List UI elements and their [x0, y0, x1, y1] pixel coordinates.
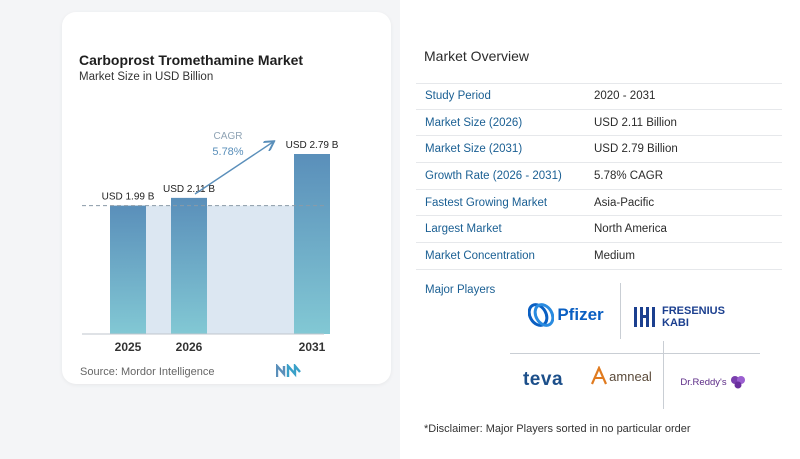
- cagr-label: CAGR: [214, 131, 243, 142]
- bar-2026: [171, 197, 207, 334]
- row-value: USD 2.11 Billion: [594, 116, 677, 129]
- amneal-icon: [591, 366, 608, 385]
- divider: [510, 353, 760, 354]
- row-value: North America: [594, 223, 667, 236]
- row-key: Market Concentration: [425, 249, 535, 262]
- major-players-grid: Pfizer FRESENIUS KABI teva amneal: [510, 283, 760, 409]
- chart-subtitle: Market Size in USD Billion: [79, 71, 214, 83]
- x-tick-2025: 2025: [115, 340, 142, 354]
- drreddys-logo: Dr.Reddy's: [668, 367, 758, 397]
- row-key: Fastest Growing Market: [425, 196, 548, 209]
- row-key: Market Size (2026): [425, 116, 523, 129]
- row-key: Market Size (2031): [425, 143, 523, 156]
- market-overview-panel: Market Overview Study Period 2020 - 2031 …: [400, 0, 800, 459]
- highlight-band: [128, 205, 312, 334]
- fresenius-icon: [634, 307, 655, 327]
- pfizer-logo: Pfizer: [516, 297, 616, 333]
- row-value: 2020 - 2031: [594, 90, 656, 103]
- row-value: Medium: [594, 249, 635, 262]
- data-label-2031: USD 2.79 B: [286, 140, 339, 151]
- x-tick-2031: 2031: [299, 340, 326, 354]
- table-row: Market Size (2026) USD 2.11 Billion: [416, 110, 782, 137]
- row-key: Study Period: [425, 90, 491, 103]
- row-key: Growth Rate (2026 - 2031): [425, 169, 562, 182]
- pfizer-icon: [528, 303, 555, 327]
- bar-chart: USD 1.99 B 2025 USD 2.11 B 2026 USD 2.79 B 20…: [82, 131, 339, 354]
- chart-card: Carboprost Tromethamine Market Market Si…: [62, 12, 391, 384]
- overview-title: Market Overview: [424, 48, 530, 64]
- fresenius-wordmark-1: FRESENIUS: [662, 305, 725, 317]
- row-value: USD 2.79 Billion: [594, 143, 678, 156]
- cagr-value: 5.78%: [212, 146, 243, 158]
- bar-2025: [110, 205, 146, 334]
- row-value: 5.78% CAGR: [594, 169, 664, 182]
- table-row: Market Size (2031) USD 2.79 Billion: [416, 136, 782, 164]
- overview-table: Study Period 2020 - 2031 Market Size (202…: [416, 83, 782, 270]
- divider: [663, 341, 664, 409]
- bar-2031: [294, 154, 330, 334]
- drreddys-wordmark: Dr.Reddy's: [680, 376, 727, 388]
- row-key: Largest Market: [425, 223, 502, 236]
- data-label-2026: USD 2.11 B: [163, 184, 215, 195]
- major-players-label: Major Players: [425, 284, 496, 296]
- x-tick-2026: 2026: [176, 340, 203, 354]
- table-row: Study Period 2020 - 2031: [416, 83, 782, 110]
- divider: [620, 283, 621, 339]
- chart-title: Carboprost Tromethamine Market: [79, 52, 304, 68]
- amneal-wordmark: amneal: [609, 368, 652, 384]
- fresenius-wordmark-2: KABI: [662, 317, 689, 329]
- table-row: Fastest Growing Market Asia-Pacific: [416, 190, 782, 217]
- data-label-2025: USD 1.99 B: [102, 192, 155, 203]
- cagr-arrow: [194, 142, 273, 195]
- mordor-logo-icon: [276, 364, 301, 378]
- table-row: Growth Rate (2026 - 2031) 5.78% CAGR: [416, 163, 782, 190]
- drreddys-icon: [730, 376, 745, 389]
- disclaimer: *Disclaimer: Major Players sorted in no …: [424, 423, 691, 435]
- amneal-logo: amneal: [580, 357, 662, 395]
- row-value: Asia-Pacific: [594, 196, 655, 209]
- teva-logo: teva: [510, 365, 576, 395]
- fresenius-kabi-logo: FRESENIUS KABI: [632, 299, 754, 335]
- teva-wordmark: teva: [522, 369, 564, 390]
- table-row: Largest Market North America: [416, 216, 782, 244]
- source-note: Source: Mordor Intelligence: [80, 366, 215, 378]
- pfizer-wordmark: Pfizer: [557, 305, 604, 324]
- table-row: Market Concentration Medium: [416, 243, 782, 270]
